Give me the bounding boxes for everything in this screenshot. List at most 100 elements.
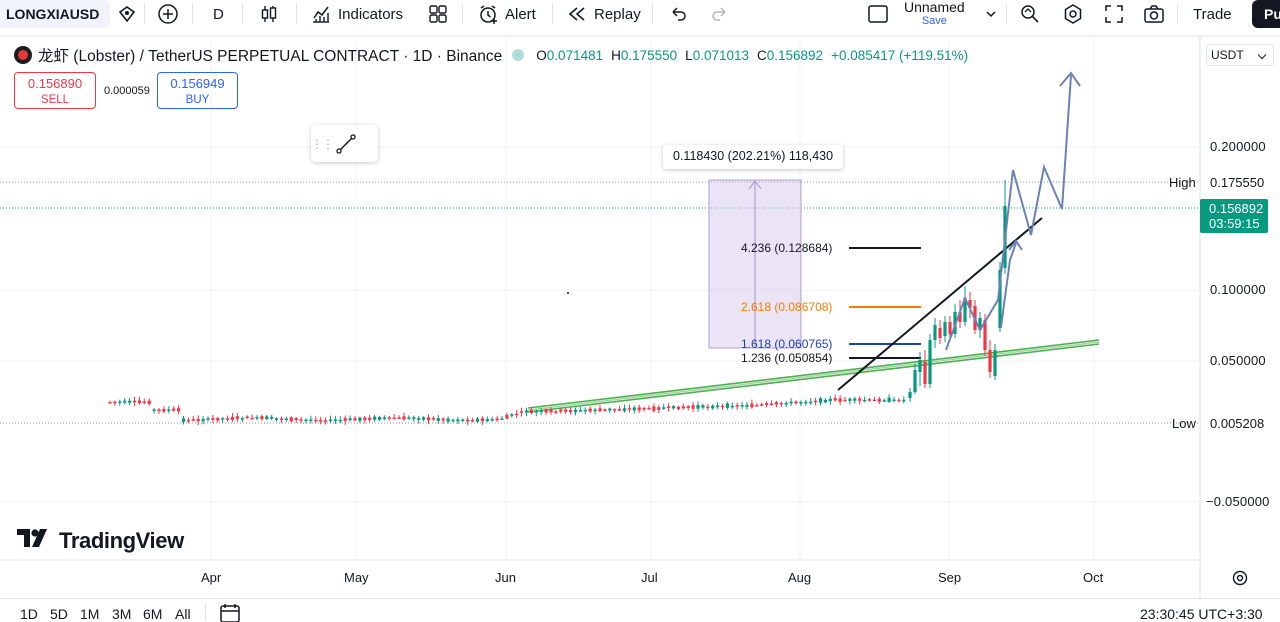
candle-body — [348, 418, 352, 421]
range-1m[interactable]: 1M — [80, 606, 100, 622]
candle-body — [515, 413, 519, 416]
redo-button[interactable] — [708, 0, 730, 28]
candle-body — [113, 401, 117, 404]
range-5d[interactable]: 5D — [50, 606, 68, 622]
alert-label: Alert — [505, 5, 536, 23]
candle-body — [696, 405, 700, 409]
candle-body — [716, 405, 720, 408]
candle-body — [412, 417, 416, 420]
measure-label: 0.118430 (202.21%) 118,430 — [663, 145, 844, 169]
candle-body — [554, 411, 558, 413]
rewind-icon — [566, 3, 588, 25]
candle-body — [377, 417, 382, 420]
drag-handle-icon[interactable]: ⋮⋮ — [311, 136, 334, 151]
candle-body — [226, 418, 230, 420]
candle-body — [779, 402, 783, 405]
interval-button[interactable]: D — [213, 0, 224, 28]
tradingview-watermark: TradingView — [17, 527, 184, 554]
candles-icon — [258, 3, 280, 25]
range-1d[interactable]: 1D — [20, 606, 38, 622]
candle-body — [908, 392, 912, 398]
candle-body — [902, 399, 906, 402]
candle-body — [559, 409, 563, 412]
indicators-button[interactable]: Indicators — [310, 0, 403, 28]
candle-body — [324, 420, 328, 422]
utc-clock[interactable]: 23:30:45 UTC+3:30 — [1140, 606, 1263, 622]
price-chart[interactable] — [0, 0, 1280, 598]
candle-body — [461, 419, 465, 422]
goto-date-button[interactable] — [219, 602, 241, 622]
calendar-icon — [219, 604, 241, 622]
symbol-search[interactable]: LONGXIAUSD — [0, 0, 110, 28]
replay-button[interactable]: Replay — [566, 0, 641, 28]
low-value: 0.071013 — [692, 47, 749, 63]
candle-body — [725, 403, 729, 408]
fullscreen-icon — [1103, 3, 1125, 25]
low-tag: Low — [1172, 416, 1196, 431]
alert-button[interactable]: Alert — [477, 0, 536, 28]
chart-type-button[interactable] — [258, 0, 280, 28]
layout-menu-button[interactable] — [980, 0, 1002, 28]
replay-label: Replay — [594, 5, 641, 23]
candle-body — [983, 320, 987, 350]
layouts-button[interactable] — [427, 0, 449, 28]
candle-body — [755, 405, 759, 407]
candle-body — [657, 407, 661, 410]
horizontal-gridlines — [0, 146, 1200, 503]
range-3m[interactable]: 3M — [112, 606, 132, 622]
candle-body — [938, 328, 942, 338]
candle-body — [123, 400, 127, 403]
current-price-badge: 0.156892 03:59:15 — [1200, 199, 1268, 233]
trade-button[interactable]: Trade — [1193, 0, 1232, 28]
publish-button[interactable]: Pu — [1252, 0, 1280, 28]
plus-circle-icon — [157, 3, 179, 25]
layout-toggle-button[interactable] — [867, 0, 889, 28]
candle-body — [358, 417, 362, 421]
sell-button[interactable]: 0.156890 SELL — [14, 72, 96, 109]
candle-body — [933, 325, 937, 340]
candle-body — [436, 418, 440, 421]
symbol-title[interactable]: 龙虾 (Lobster) / TetherUS PERPETUAL CONTRA… — [38, 48, 503, 65]
candle-body — [172, 408, 176, 411]
buy-button[interactable]: 0.156949 BUY — [157, 72, 238, 109]
alarm-clock-icon — [477, 3, 499, 25]
candle-body — [642, 407, 646, 410]
range-all[interactable]: All — [175, 606, 191, 622]
settings-button[interactable] — [1062, 0, 1084, 28]
candle-body — [662, 407, 666, 409]
snapshot-button[interactable] — [1143, 0, 1165, 28]
candle-body — [598, 408, 602, 412]
trade-label: Trade — [1193, 5, 1232, 23]
gear-icon — [1231, 570, 1249, 591]
resistance-trendline[interactable] — [837, 217, 1043, 391]
range-6m[interactable]: 6M — [143, 606, 163, 622]
candle-body — [529, 410, 533, 414]
candle-body — [882, 400, 886, 402]
candlesticks — [108, 180, 1007, 426]
candle-body — [618, 409, 622, 411]
quick-search-button[interactable] — [1019, 0, 1041, 28]
trendline-tool-icon[interactable] — [331, 129, 361, 159]
projection-path[interactable] — [945, 74, 1072, 351]
candle-body — [338, 419, 342, 422]
indicators-icon — [310, 3, 332, 25]
layout-name-button[interactable]: Unnamed Save — [904, 0, 965, 28]
candle-body — [784, 402, 788, 405]
compare-symbol-button[interactable] — [116, 0, 138, 28]
support-trendline[interactable] — [527, 339, 1100, 413]
compare-icon — [116, 3, 138, 25]
scale-settings-button[interactable] — [1231, 569, 1249, 592]
undo-button[interactable] — [668, 0, 690, 28]
grid-icon — [427, 3, 449, 25]
candle-body — [588, 408, 592, 412]
fib-extension[interactable] — [849, 247, 921, 359]
currency-select[interactable]: USDT — [1206, 44, 1274, 66]
symbol-label: LONGXIAUSD — [6, 6, 100, 22]
candle-body — [720, 405, 725, 408]
drawing-toolbar[interactable]: ⋮⋮ — [311, 125, 378, 162]
add-symbol-button[interactable] — [157, 0, 179, 28]
candle-body — [451, 419, 455, 422]
candle-body — [373, 416, 377, 420]
fullscreen-button[interactable] — [1103, 0, 1125, 28]
open-value: 0.071481 — [546, 47, 604, 63]
